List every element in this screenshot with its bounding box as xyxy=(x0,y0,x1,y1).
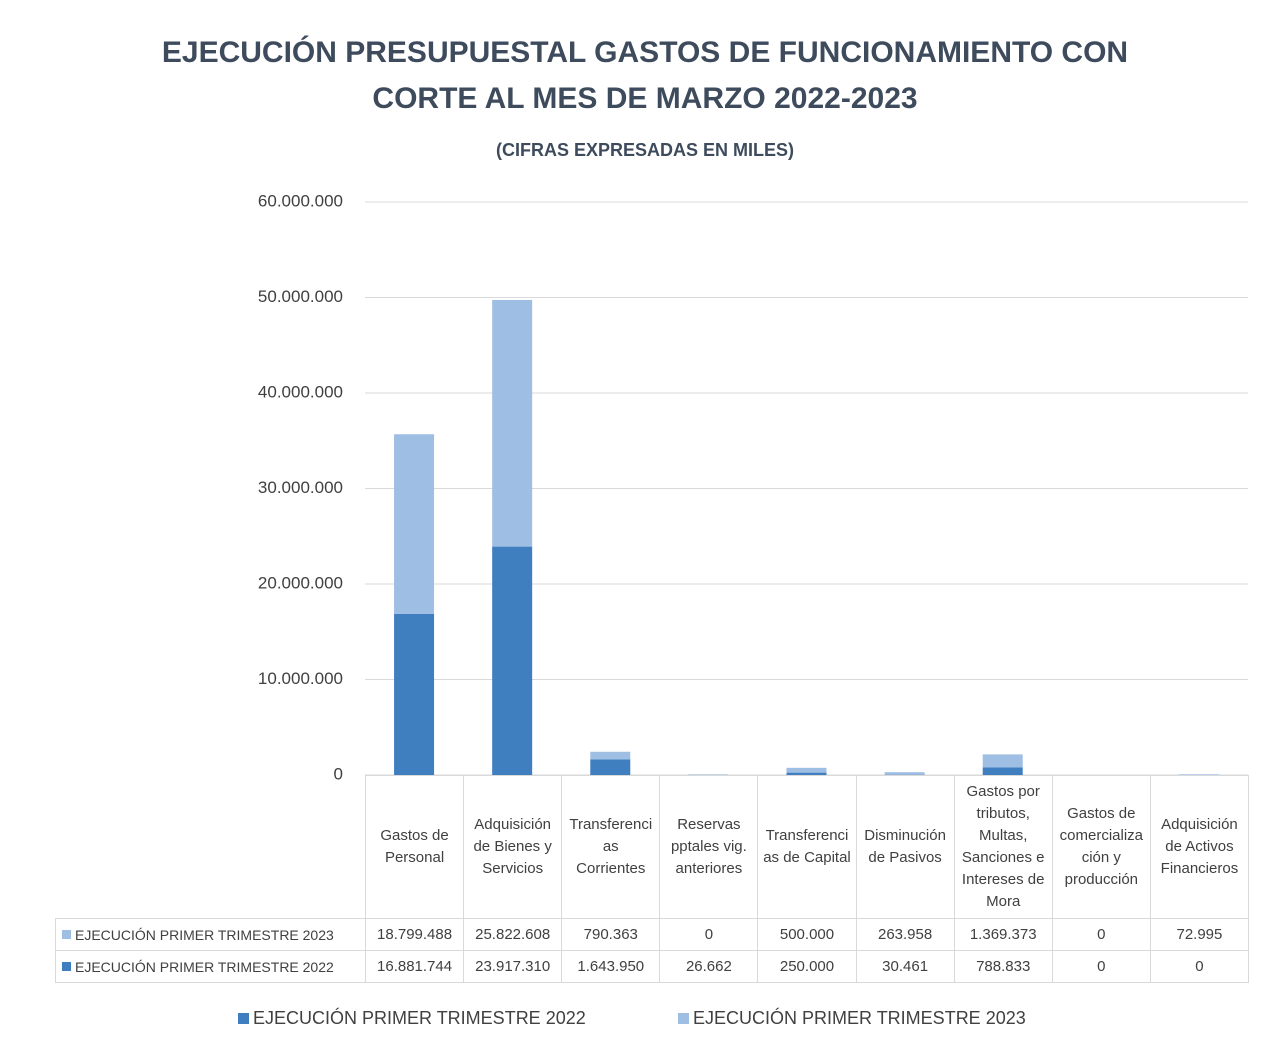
table-value: 26.662 xyxy=(659,950,759,983)
row-label-text: EJECUCIÓN PRIMER TRIMESTRE 2022 xyxy=(75,958,334,975)
bar xyxy=(982,754,1023,768)
bar xyxy=(1178,774,1219,775)
bar xyxy=(884,772,925,775)
table-row-label: EJECUCIÓN PRIMER TRIMESTRE 2022 xyxy=(55,950,366,983)
table-value: 72.995 xyxy=(1149,918,1249,951)
legend-label: EJECUCIÓN PRIMER TRIMESTRE 2022 xyxy=(253,1008,586,1028)
table-category: Reservas pptales vig. anteriores xyxy=(659,775,759,919)
chart-subtitle: (CIFRAS EXPRESADAS EN MILES) xyxy=(495,140,795,160)
bar xyxy=(786,772,827,775)
table-value: 788.833 xyxy=(953,950,1053,983)
table-value: 25.822.608 xyxy=(463,918,563,951)
y-tick-label: 20.000.000 xyxy=(258,573,343,592)
bar xyxy=(394,613,435,775)
bar xyxy=(590,759,631,775)
table-value: 0 xyxy=(1051,950,1151,983)
table-value: 0 xyxy=(1051,918,1151,951)
legend-key xyxy=(62,962,71,971)
chart-title: EJECUCIÓN PRESUPUESTAL GASTOS DE FUNCION… xyxy=(161,36,1129,115)
table-value: 500.000 xyxy=(757,918,857,951)
y-tick-label: 10.000.000 xyxy=(258,669,343,688)
bar xyxy=(590,751,631,760)
table-category: Gastos de comercialización y producción xyxy=(1051,775,1151,919)
table-value: 0 xyxy=(1149,950,1249,983)
table-category: Disminución de Pasivos xyxy=(855,775,955,919)
table-value: 16.881.744 xyxy=(365,950,465,983)
legend-key xyxy=(238,1013,249,1024)
table-value: 18.799.488 xyxy=(365,918,465,951)
table-category: Transferencias Corrientes xyxy=(561,775,661,919)
y-tick-label: 0 xyxy=(334,764,343,783)
bar xyxy=(982,767,1023,775)
bar xyxy=(492,546,533,775)
table-value: 1.643.950 xyxy=(561,950,661,983)
table-category: Gastos de Personal xyxy=(365,775,465,919)
row-label-text: EJECUCIÓN PRIMER TRIMESTRE 2023 xyxy=(75,926,334,943)
y-tick-label: 50.000.000 xyxy=(258,287,343,306)
table-value: 23.917.310 xyxy=(463,950,563,983)
bar xyxy=(394,434,435,614)
table-category: Transferencias de Capital xyxy=(757,775,857,919)
table-value: 790.363 xyxy=(561,918,661,951)
legend-label: EJECUCIÓN PRIMER TRIMESTRE 2023 xyxy=(693,1008,1026,1028)
table-value: 250.000 xyxy=(757,950,857,983)
table-value: 0 xyxy=(659,918,759,951)
y-tick-label: 40.000.000 xyxy=(258,382,343,401)
y-tick-label: 30.000.000 xyxy=(258,478,343,497)
table-category: Adquisición de Bienes y Servicios xyxy=(463,775,563,919)
y-tick-label: 60.000.000 xyxy=(258,191,343,210)
table-category: Adquisición de Activos Financieros xyxy=(1149,775,1249,919)
table-category: Gastos por tributos, Multas, Sanciones e… xyxy=(953,775,1053,919)
legend-key xyxy=(678,1013,689,1024)
bar xyxy=(786,767,827,773)
legend-item: EJECUCIÓN PRIMER TRIMESTRE 2022 xyxy=(238,1008,586,1029)
table-value: 263.958 xyxy=(855,918,955,951)
table-value: 1.369.373 xyxy=(953,918,1053,951)
legend-key xyxy=(62,930,71,939)
table-value: 30.461 xyxy=(855,950,955,983)
legend-item: EJECUCIÓN PRIMER TRIMESTRE 2023 xyxy=(678,1008,1026,1029)
table-row-label: EJECUCIÓN PRIMER TRIMESTRE 2023 xyxy=(55,918,366,951)
bar xyxy=(492,299,533,547)
